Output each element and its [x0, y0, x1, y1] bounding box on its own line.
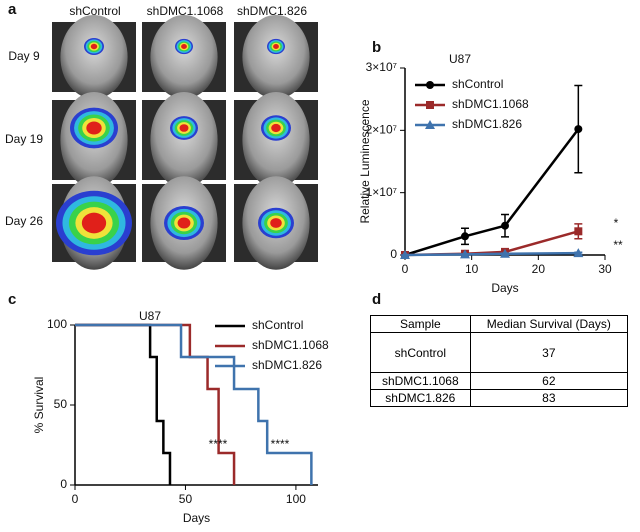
- mouse-image: [52, 92, 136, 188]
- x-tick-label: 10: [465, 262, 479, 276]
- annotation: ****: [209, 437, 228, 451]
- x-tick-label: 100: [286, 492, 306, 506]
- header-cell: Sample: [370, 315, 471, 333]
- y-tick-label: 2×10⁷: [366, 123, 397, 137]
- annotation: ****: [271, 437, 290, 451]
- row-label: Day 9: [8, 49, 40, 63]
- table-row: shControl 37: [370, 332, 629, 373]
- marker: [501, 221, 509, 230]
- mouse-image: [52, 15, 136, 99]
- signal: [181, 44, 187, 49]
- cell: shDMC1.1068: [370, 372, 471, 390]
- y-tick-label: 1×10⁷: [366, 185, 397, 199]
- marker: [573, 248, 584, 258]
- cell: 62: [469, 372, 629, 390]
- header-cell: Median Survival (Days): [469, 315, 629, 333]
- mouse-image: [142, 92, 226, 188]
- chart-title: U87: [139, 309, 161, 323]
- y-tick-label: 3×10⁷: [366, 60, 397, 74]
- signal: [270, 218, 282, 228]
- column-label: shControl: [69, 4, 120, 18]
- mouse-image: [142, 15, 226, 99]
- marker: [425, 120, 435, 129]
- signal: [273, 44, 279, 49]
- marker: [400, 250, 410, 259]
- cell: shDMC1.826: [370, 389, 471, 407]
- x-tick-label: 50: [179, 492, 193, 506]
- cell: 37: [469, 332, 629, 373]
- table-row: shDMC1.826 83: [370, 389, 629, 407]
- mouse-head: [242, 15, 310, 99]
- signal: [81, 212, 107, 234]
- x-tick-label: 0: [402, 262, 409, 276]
- marker: [426, 101, 434, 109]
- marker: [500, 248, 510, 258]
- x-tick-label: 30: [598, 262, 612, 276]
- x-tick-label: 0: [72, 492, 79, 506]
- signal: [177, 217, 191, 229]
- y-tick-label: 100: [47, 317, 67, 331]
- x-axis-label: Days: [183, 511, 210, 525]
- y-tick-label: 50: [54, 397, 68, 411]
- mouse-head: [150, 15, 218, 99]
- mouse-image: [234, 176, 318, 270]
- panel-label: c: [8, 291, 16, 308]
- legend-label: shDMC1.1068: [252, 338, 329, 352]
- legend-label: shControl: [252, 318, 303, 332]
- marker: [426, 81, 434, 89]
- series-line: [404, 251, 579, 257]
- survival-curve: [75, 323, 236, 485]
- panel-label: b: [372, 39, 381, 56]
- marker: [574, 227, 583, 236]
- mouse-image: [142, 176, 226, 270]
- series-line: [404, 230, 579, 257]
- y-tick-label: 0: [60, 477, 67, 491]
- legend-label: shDMC1.1068: [452, 97, 529, 111]
- marker: [460, 249, 470, 259]
- mouse-head: [150, 92, 218, 188]
- mouse-image: [234, 15, 318, 99]
- y-axis-label: % Survival: [32, 377, 46, 434]
- legend-label: shDMC1.826: [452, 117, 522, 131]
- legend-label: shDMC1.826: [252, 358, 322, 372]
- row-label: Day 26: [5, 214, 43, 228]
- signal: [86, 121, 102, 135]
- y-tick-label: 0: [390, 247, 397, 261]
- signal: [271, 123, 281, 133]
- chart-title: U87: [449, 52, 471, 66]
- panel-label: d: [372, 291, 381, 308]
- survival-curve: [75, 323, 172, 485]
- legend-label: shControl: [452, 77, 503, 91]
- marker: [461, 232, 469, 241]
- signal: [179, 124, 189, 132]
- panel-label: a: [8, 1, 17, 18]
- y-axis-label: Relative Luminescence: [358, 99, 372, 223]
- row-label: Day 19: [5, 132, 43, 146]
- table-header: Sample Median Survival (Days): [370, 315, 629, 333]
- series-line: [404, 128, 580, 257]
- x-axis-label: Days: [491, 281, 518, 295]
- table-row: shDMC1.1068 62: [370, 372, 629, 390]
- mouse-head: [60, 15, 128, 99]
- mouse-image: [234, 92, 318, 188]
- survival-curve: [75, 323, 313, 485]
- mouse-image: [52, 176, 136, 270]
- annotation: *: [614, 216, 619, 230]
- x-tick-label: 20: [532, 262, 546, 276]
- cell: 83: [469, 389, 629, 407]
- cell: shControl: [370, 332, 471, 373]
- column-label: shDMC1.1068: [147, 4, 224, 18]
- signal: [90, 43, 98, 50]
- annotation: **: [613, 238, 623, 252]
- marker: [574, 125, 583, 134]
- survival-table: Sample Median Survival (Days) shControl …: [370, 315, 629, 407]
- column-label: shDMC1.826: [237, 4, 307, 18]
